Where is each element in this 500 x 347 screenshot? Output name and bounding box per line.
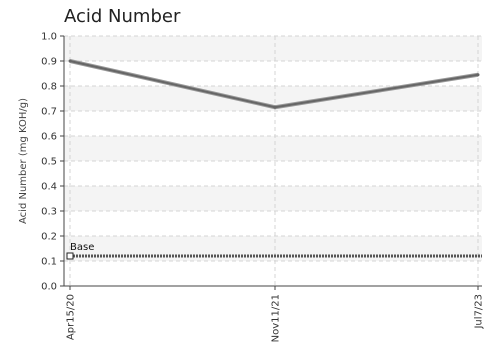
y-tick-label: 0.7 bbox=[41, 107, 57, 118]
data-point bbox=[68, 59, 72, 63]
x-tick-label: Nov11/21 bbox=[271, 294, 282, 342]
plot-band bbox=[64, 136, 482, 161]
plot-band bbox=[64, 36, 482, 61]
data-point bbox=[273, 105, 277, 109]
x-tick-labels: Apr15/20 Nov11/21 Jul7/23 bbox=[66, 286, 485, 342]
chart-title: Acid Number bbox=[64, 6, 181, 27]
y-tick-label: 0.8 bbox=[41, 82, 57, 93]
y-tick-label: 0.5 bbox=[41, 157, 57, 168]
data-point bbox=[476, 73, 480, 77]
y-tick-label: 0.3 bbox=[41, 207, 57, 218]
x-tick-label: Apr15/20 bbox=[66, 294, 77, 340]
y-axis-label: Acid Number (mg KOH/g) bbox=[18, 98, 29, 224]
y-tick-labels: 0.0 0.1 0.2 0.3 0.4 0.5 0.6 0.7 0.8 0.9 1.0 bbox=[41, 32, 64, 293]
y-tick-label: 0.0 bbox=[41, 282, 57, 293]
baseline-label: Base bbox=[70, 242, 94, 253]
y-tick-label: 0.2 bbox=[41, 232, 57, 243]
y-tick-label: 1.0 bbox=[41, 32, 57, 43]
baseline-marker bbox=[66, 252, 74, 260]
y-tick-label: 0.6 bbox=[41, 132, 57, 143]
y-tick-label: 0.4 bbox=[41, 182, 57, 193]
y-tick-label: 0.9 bbox=[41, 57, 57, 68]
plot-bands bbox=[64, 36, 482, 261]
data-series bbox=[68, 59, 480, 110]
baseline-series: Base bbox=[66, 242, 482, 260]
x-tick-label: Jul7/23 bbox=[474, 294, 485, 330]
y-tick-label: 0.1 bbox=[41, 257, 57, 268]
plot-band bbox=[64, 186, 482, 211]
